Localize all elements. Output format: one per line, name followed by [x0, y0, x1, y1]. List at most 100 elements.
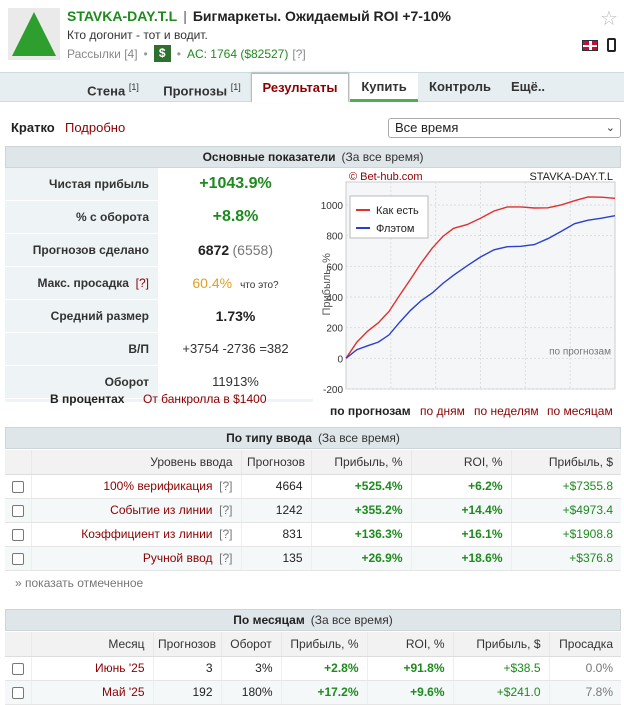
stat-row: Чистая прибыль +1043.9%	[5, 168, 313, 201]
stat-label: Прогнозов сделано	[32, 243, 149, 257]
month-cell[interactable]: Июнь '25	[30, 656, 153, 681]
chart-by-days-link[interactable]: по дням	[420, 404, 465, 418]
tab-results[interactable]: Результаты	[251, 73, 349, 103]
column-header[interactable]: Прибыль, %	[280, 632, 367, 657]
row-checkbox[interactable]	[11, 552, 24, 565]
profit-chart: -200 0 200 400 600 800 1000 © Bet-hub.com STAVKA…	[316, 168, 621, 399]
tab-wall[interactable]: Стена [1]	[87, 82, 139, 99]
row-checkbox[interactable]	[11, 528, 24, 541]
stat-label: Макс. просадка [?]	[37, 276, 149, 290]
drawdown-help-link[interactable]: [?]	[135, 276, 149, 290]
series-line-1	[345, 215, 616, 359]
what-is-it-link[interactable]: что это?	[240, 280, 279, 291]
chart-by-forecasts-link[interactable]: по прогнозам	[330, 404, 411, 418]
chart-watermark: © Bet-hub.com	[349, 171, 423, 183]
view-brief[interactable]: Кратко	[11, 120, 55, 135]
chart-by-months-link[interactable]: по месяцам	[547, 404, 613, 418]
profile-header: STAVKA-DAY.T.L | Бигмаркеты. Ожидаемый ROI…	[0, 0, 624, 72]
by-month-header: По месяцам (За все время)	[5, 609, 621, 631]
forecasts-cell: 192	[152, 680, 221, 705]
title-separator: |	[183, 8, 187, 24]
roi-cell: +18.6%	[410, 546, 511, 571]
x-axis-label: по прогнозам	[549, 346, 611, 357]
stat-row: Прогнозов сделано 6872 (6558)	[5, 234, 313, 267]
profit-pct-cell: +136.3%	[310, 522, 411, 547]
roi-cell: +9.6%	[366, 680, 453, 705]
tab-buy[interactable]: Купить	[350, 73, 418, 102]
mailings-link[interactable]: Рассылки [4]	[67, 46, 138, 61]
ac-help-link[interactable]: [?]	[292, 46, 306, 61]
help-link[interactable]: [?]	[219, 479, 233, 493]
y-tick-label: 400	[326, 293, 343, 304]
help-link[interactable]: [?]	[219, 503, 233, 517]
forecasts-count: 6872	[198, 242, 230, 258]
in-percent-label[interactable]: В процентах	[50, 392, 125, 406]
tipster-name[interactable]: STAVKA-DAY.T.L	[67, 8, 178, 24]
favorite-star-icon[interactable]: ☆	[600, 8, 618, 30]
column-header[interactable]: Оборот	[220, 632, 281, 657]
by-month-table: Месяц Прогнозов Оборот Прибыль, % ROI, %…	[5, 632, 621, 705]
input-level-name[interactable]: Ручной ввод	[142, 551, 213, 565]
profit-usd-cell: +$38.5	[452, 656, 549, 681]
row-checkbox[interactable]	[11, 686, 24, 699]
show-selected-link[interactable]: » показать отмеченное	[15, 576, 144, 590]
column-header[interactable]: Прибыль, $	[452, 632, 549, 657]
chart-by-weeks-link[interactable]: по неделям	[474, 404, 539, 418]
column-header[interactable]: Просадка	[548, 632, 621, 657]
column-header[interactable]: Прогнозов	[240, 450, 311, 475]
checkbox-column	[5, 632, 31, 657]
row-checkbox[interactable]	[11, 662, 24, 675]
avg-stake-value: 1.73%	[215, 308, 256, 324]
tab-more[interactable]: Ещё..	[510, 79, 546, 94]
main-tabs: Стена [1] Прогнозы [1] Результаты Купить…	[0, 72, 624, 103]
column-header[interactable]: Месяц	[30, 632, 153, 657]
stat-row: Оборот 11913%	[5, 366, 313, 399]
column-header[interactable]: ROI, %	[410, 450, 511, 475]
profit-pct-cell: +2.8%	[280, 656, 367, 681]
forecasts-cell: 3	[152, 656, 221, 681]
uk-flag-icon[interactable]	[582, 40, 598, 51]
stat-row: Средний размер 1.73%	[5, 300, 313, 333]
profit-usd-cell: +$7355.8	[510, 474, 621, 499]
profit-pct-cell: +17.2%	[280, 680, 367, 705]
input-level-name[interactable]: Событие из линии	[110, 503, 213, 517]
main-stats-header: Основные показатели (За все время)	[5, 146, 621, 168]
title-row: STAVKA-DAY.T.L | Бигмаркеты. Ожидаемый ROI…	[67, 8, 451, 24]
dollar-icon[interactable]: $	[153, 45, 171, 62]
help-link[interactable]: [?]	[219, 527, 233, 541]
table-header-row: Уровень ввода Прогнозов Прибыль, % ROI, …	[5, 450, 621, 475]
avatar	[8, 8, 60, 60]
column-header[interactable]: Прибыль, $	[510, 450, 621, 475]
tab-forecasts[interactable]: Прогнозы [1]	[163, 82, 241, 99]
drawdown-cell: 0.0%	[548, 656, 621, 681]
row-checkbox[interactable]	[11, 504, 24, 517]
table-row: Июнь '25 3 3% +2.8% +91.8% +$38.5 0.0%	[5, 656, 621, 681]
main-stats-title: Основные показатели	[202, 150, 336, 164]
help-link[interactable]: [?]	[219, 551, 233, 565]
forecasts-cell: 831	[240, 522, 311, 547]
row-checkbox[interactable]	[11, 480, 24, 493]
tipster-motto: Кто догонит - тот и водит.	[67, 28, 208, 42]
input-level-name[interactable]: 100% верификация	[103, 479, 213, 493]
turnover-cell: 3%	[220, 656, 281, 681]
stat-label: % с оборота	[76, 210, 149, 224]
column-header[interactable]: Уровень ввода	[30, 450, 241, 475]
stat-value: 11913%	[158, 366, 313, 398]
y-tick-label: 600	[326, 262, 343, 273]
legend-box	[349, 195, 429, 239]
tab-control[interactable]: Контроль	[429, 79, 491, 94]
stat-label: Чистая прибыль	[49, 177, 149, 191]
input-level-name[interactable]: Коэффициент из линии	[81, 527, 213, 541]
y-tick-label: 200	[326, 324, 343, 335]
column-header[interactable]: Прогнозов	[152, 632, 221, 657]
column-header[interactable]: Прибыль, %	[310, 450, 411, 475]
mobile-phone-icon[interactable]	[607, 38, 616, 52]
month-cell[interactable]: Май '25	[30, 680, 153, 705]
yield-value: +8.8%	[212, 208, 259, 225]
column-header[interactable]: ROI, %	[366, 632, 453, 657]
bankroll-link[interactable]: От банкролла в $1400	[143, 392, 267, 406]
view-detailed-link[interactable]: Подробно	[65, 120, 126, 135]
stat-value: 1.73%	[158, 300, 313, 332]
period-select[interactable]: Все время ⌄	[388, 118, 621, 138]
profit-usd-cell: +$4973.4	[510, 498, 621, 523]
